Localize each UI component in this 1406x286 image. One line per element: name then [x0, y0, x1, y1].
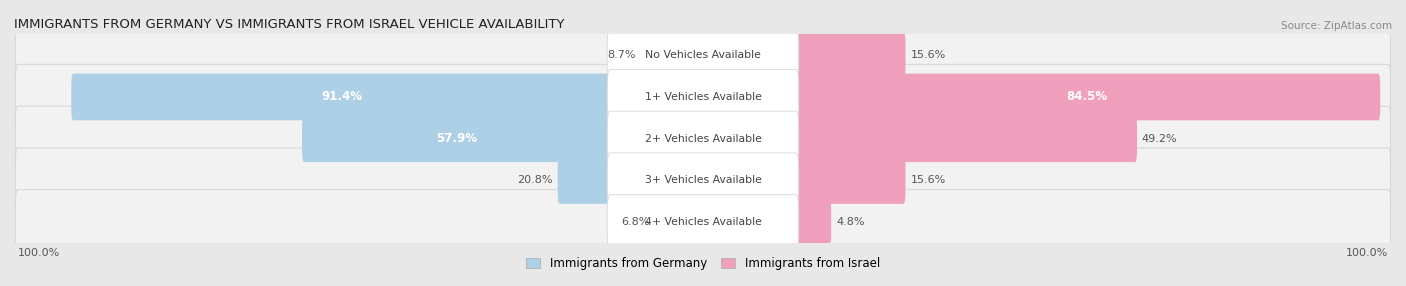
FancyBboxPatch shape: [607, 111, 799, 166]
Text: 6.8%: 6.8%: [621, 217, 650, 227]
FancyBboxPatch shape: [15, 106, 1391, 171]
Text: 1+ Vehicles Available: 1+ Vehicles Available: [644, 92, 762, 102]
Text: IMMIGRANTS FROM GERMANY VS IMMIGRANTS FROM ISRAEL VEHICLE AVAILABILITY: IMMIGRANTS FROM GERMANY VS IMMIGRANTS FR…: [14, 18, 565, 31]
Text: 57.9%: 57.9%: [436, 132, 478, 145]
Text: 84.5%: 84.5%: [1067, 90, 1108, 104]
FancyBboxPatch shape: [72, 74, 612, 120]
Text: 15.6%: 15.6%: [910, 176, 946, 185]
FancyBboxPatch shape: [558, 157, 612, 204]
FancyBboxPatch shape: [302, 115, 612, 162]
Text: Source: ZipAtlas.com: Source: ZipAtlas.com: [1281, 21, 1392, 31]
FancyBboxPatch shape: [607, 153, 799, 208]
Text: 100.0%: 100.0%: [1347, 248, 1389, 258]
FancyBboxPatch shape: [15, 64, 1391, 130]
FancyBboxPatch shape: [15, 148, 1391, 213]
Text: 100.0%: 100.0%: [17, 248, 59, 258]
FancyBboxPatch shape: [15, 190, 1391, 255]
FancyBboxPatch shape: [794, 74, 1381, 120]
FancyBboxPatch shape: [607, 195, 799, 250]
FancyBboxPatch shape: [15, 23, 1391, 88]
Text: 4+ Vehicles Available: 4+ Vehicles Available: [644, 217, 762, 227]
Legend: Immigrants from Germany, Immigrants from Israel: Immigrants from Germany, Immigrants from…: [522, 252, 884, 275]
Text: 49.2%: 49.2%: [1142, 134, 1177, 144]
FancyBboxPatch shape: [794, 157, 905, 204]
Text: 8.7%: 8.7%: [607, 50, 636, 60]
Text: 15.6%: 15.6%: [910, 50, 946, 60]
Text: 4.8%: 4.8%: [837, 217, 865, 227]
Text: 20.8%: 20.8%: [517, 176, 553, 185]
FancyBboxPatch shape: [794, 115, 1137, 162]
Text: 3+ Vehicles Available: 3+ Vehicles Available: [644, 176, 762, 185]
Text: No Vehicles Available: No Vehicles Available: [645, 50, 761, 60]
FancyBboxPatch shape: [794, 32, 905, 79]
FancyBboxPatch shape: [794, 199, 831, 246]
Text: 2+ Vehicles Available: 2+ Vehicles Available: [644, 134, 762, 144]
FancyBboxPatch shape: [607, 69, 799, 124]
Text: 91.4%: 91.4%: [321, 90, 363, 104]
FancyBboxPatch shape: [607, 28, 799, 83]
